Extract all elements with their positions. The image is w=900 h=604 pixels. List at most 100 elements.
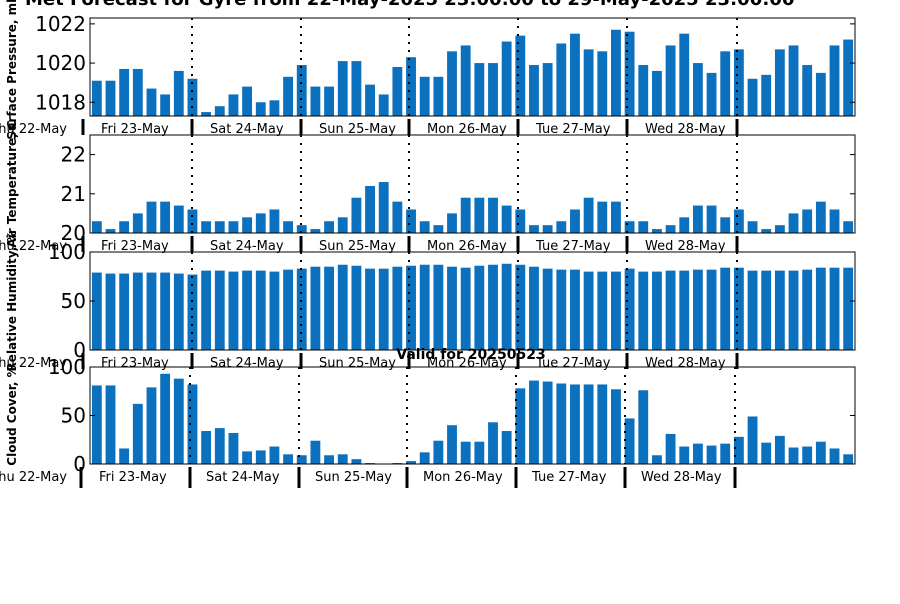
bar-air-temperature	[160, 201, 171, 233]
bar-air-temperature	[542, 225, 553, 233]
day-label: Tue 27-May	[535, 239, 611, 254]
bar-air-temperature	[447, 213, 457, 233]
day-label: Thu 22-May	[0, 470, 67, 485]
bar-surface-pressure	[187, 78, 198, 116]
bar-surface-pressure	[624, 31, 635, 116]
bar-air-temperature	[815, 201, 826, 233]
bar-air-temperature	[392, 201, 403, 233]
bar-cloud-cover	[447, 425, 457, 464]
bar-relative-humidity	[406, 265, 416, 350]
day-label: Wed 28-May	[645, 356, 726, 371]
bar-surface-pressure	[747, 78, 758, 116]
day-label: Sun 25-May	[319, 122, 396, 137]
axes-frame	[89, 134, 856, 234]
bar-cloud-cover	[761, 442, 772, 464]
day-label: Wed 28-May	[645, 122, 726, 137]
bar-surface-pressure	[255, 102, 266, 116]
bar-air-temperature	[201, 221, 212, 233]
day-label: Mon 26-May	[427, 122, 507, 137]
bar-cloud-cover	[119, 448, 130, 464]
bar-surface-pressure	[447, 51, 457, 116]
bar-air-temperature	[843, 221, 854, 233]
bar-surface-pressure	[488, 63, 498, 116]
bar-air-temperature	[788, 213, 799, 233]
bar-surface-pressure	[269, 100, 280, 116]
bar-air-temperature	[351, 197, 362, 233]
bar-air-temperature	[706, 205, 717, 233]
bar-air-temperature	[269, 209, 280, 233]
bar-relative-humidity	[283, 269, 293, 350]
y-tick-label: 1022	[35, 12, 86, 36]
bar-relative-humidity	[173, 273, 184, 350]
day-label: Thu 22-May	[0, 356, 67, 371]
bar-surface-pressure	[529, 65, 539, 116]
bar-cloud-cover	[692, 443, 703, 464]
bar-surface-pressure	[843, 39, 854, 117]
bar-relative-humidity	[146, 272, 157, 350]
bar-relative-humidity	[337, 264, 348, 350]
bar-air-temperature	[515, 209, 526, 233]
bar-surface-pressure	[611, 29, 621, 116]
bar-cloud-cover	[228, 432, 239, 464]
bar-surface-pressure	[692, 63, 703, 116]
bar-surface-pressure	[829, 45, 840, 116]
bar-cloud-cover	[351, 459, 362, 464]
bar-surface-pressure	[570, 33, 580, 116]
bar-cloud-cover	[91, 385, 102, 464]
bar-air-temperature	[747, 221, 758, 233]
bar-relative-humidity	[105, 273, 116, 350]
bar-cloud-cover	[542, 381, 553, 464]
bar-surface-pressure	[774, 49, 785, 116]
bar-air-temperature	[802, 209, 813, 233]
day-label: Fri 23-May	[101, 356, 169, 371]
bar-relative-humidity	[679, 270, 690, 350]
bar-cloud-cover	[474, 441, 485, 464]
bar-relative-humidity	[747, 270, 758, 350]
bar-air-temperature	[583, 197, 594, 233]
bar-surface-pressure	[91, 80, 102, 116]
bar-surface-pressure	[365, 84, 375, 116]
bar-cloud-cover	[160, 373, 171, 464]
bar-air-temperature	[419, 221, 430, 233]
bar-surface-pressure	[501, 41, 512, 116]
panel-surface-pressure: 1018 1020 1022 Surface Pressure, mbThu 22-M…	[0, 0, 856, 140]
bar-cloud-cover	[665, 433, 676, 464]
y-tick-label: 50	[61, 289, 86, 313]
bar-cloud-cover	[269, 446, 280, 464]
bar-air-temperature	[228, 221, 239, 233]
y-axis-label: Surface Pressure, mb	[5, 0, 19, 140]
bar-surface-pressure	[337, 61, 348, 116]
bar-surface-pressure	[119, 68, 130, 116]
bar-surface-pressure	[720, 51, 731, 116]
bar-air-temperature	[378, 182, 389, 233]
chart-title: Met Forecast for Gyre from 22-May-2025 2…	[25, 0, 794, 10]
bar-air-temperature	[652, 229, 662, 233]
bar-air-temperature	[720, 217, 731, 233]
day-label: Sat 24-May	[210, 356, 284, 371]
bar-cloud-cover	[214, 428, 225, 464]
bar-air-temperature	[761, 229, 772, 233]
day-label: Sat 24-May	[206, 470, 280, 485]
bar-relative-humidity	[378, 268, 389, 350]
day-label: Tue 27-May	[535, 356, 611, 371]
bar-surface-pressure	[788, 45, 799, 116]
bar-surface-pressure	[679, 33, 690, 116]
bar-cloud-cover	[337, 454, 348, 464]
bar-relative-humidity	[365, 268, 375, 350]
bar-cloud-cover	[570, 384, 580, 464]
bar-surface-pressure	[583, 49, 594, 116]
bar-relative-humidity	[310, 266, 321, 350]
bar-air-temperature	[488, 197, 498, 233]
bar-surface-pressure	[515, 35, 526, 116]
day-label: Wed 28-May	[641, 470, 722, 485]
bar-cloud-cover	[556, 383, 567, 464]
bar-air-temperature	[570, 209, 580, 233]
bar-surface-pressure	[242, 86, 253, 116]
bar-cloud-cover	[296, 455, 307, 464]
y-tick-label: 50	[61, 404, 86, 428]
bar-relative-humidity	[761, 270, 772, 350]
bar-air-temperature	[624, 221, 635, 233]
day-label: Sun 25-May	[319, 356, 396, 371]
chart-subtitle: Valid for 20250523	[396, 347, 545, 363]
